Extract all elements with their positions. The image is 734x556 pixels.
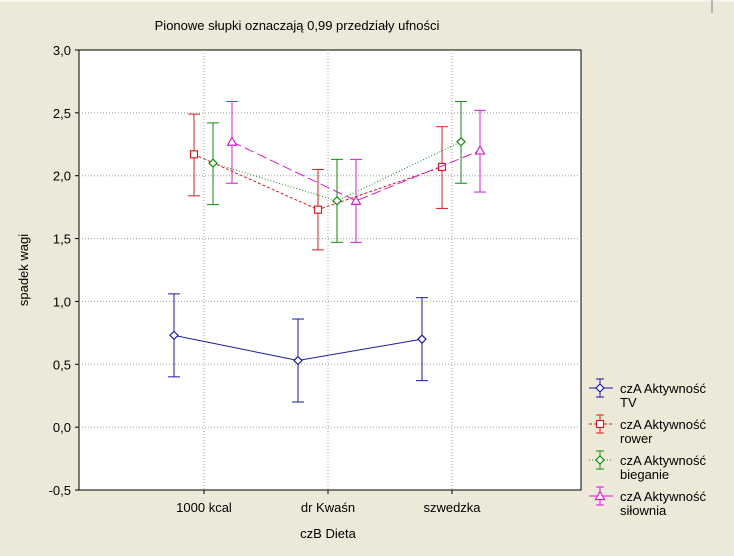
y-tick-label: 3,0 [53, 43, 71, 58]
y-tick-label: 0,0 [53, 420, 71, 435]
y-tick-label: 0,5 [53, 357, 71, 372]
legend-label-line1: czA Aktywność [620, 381, 706, 396]
data-point-marker [189, 150, 199, 159]
data-point-marker [474, 144, 486, 155]
grid-lines [79, 50, 581, 490]
data-point-marker [595, 419, 605, 429]
x-axis-label: czB Dieta [300, 526, 356, 541]
legend-label-line2: rower [620, 431, 653, 446]
data-point-marker [169, 330, 179, 341]
legend-label-line1: czA Aktywność [620, 417, 706, 432]
data-point-marker [595, 383, 605, 393]
legend-label-line1: czA Aktywność [620, 453, 706, 468]
series-line [231, 141, 481, 202]
series-4 [226, 101, 486, 243]
series-3 [207, 101, 467, 243]
data-point-marker [332, 196, 342, 206]
legend-label-line2: bieganie [620, 467, 669, 482]
y-tick-label: 1,0 [53, 294, 71, 309]
y-tick-label: 2,5 [53, 106, 71, 121]
data-point-marker [595, 455, 605, 465]
legend-label-line2: TV [620, 395, 637, 410]
y-axis: 3,0 2,5 2,0 1,5 1,0 0,5 0,0 -0,5 [49, 43, 79, 498]
data-point-marker [350, 195, 362, 205]
data-point-marker [417, 334, 427, 344]
data-point-marker [226, 136, 238, 146]
y-tick-label: 1,5 [53, 232, 71, 247]
x-axis: 1000 kcal dr Kwaśn szwedzka [176, 490, 481, 515]
chart-title: Pionowe słupki oznaczają 0,99 przedziały… [155, 18, 440, 33]
data-point-marker [313, 205, 323, 214]
x-tick-label: szwedzka [423, 500, 481, 515]
data-point-marker [208, 158, 218, 168]
series-1 [168, 293, 428, 403]
legend-label-line1: czA Aktywność [620, 489, 706, 504]
x-tick-label: 1000 kcal [176, 500, 232, 515]
series-group [168, 101, 486, 403]
y-tick-label: -0,5 [49, 483, 71, 498]
x-tick-label: dr Kwaśn [301, 500, 355, 515]
series-2 [188, 113, 448, 251]
y-tick-label: 2,0 [53, 169, 71, 184]
y-axis-label: spadek wagi [16, 234, 31, 306]
data-point-marker [293, 355, 303, 366]
plot-area [78, 49, 582, 491]
data-point-marker [456, 136, 466, 147]
data-point-marker [594, 490, 606, 501]
legend-label-line2: siłownia [620, 503, 667, 518]
